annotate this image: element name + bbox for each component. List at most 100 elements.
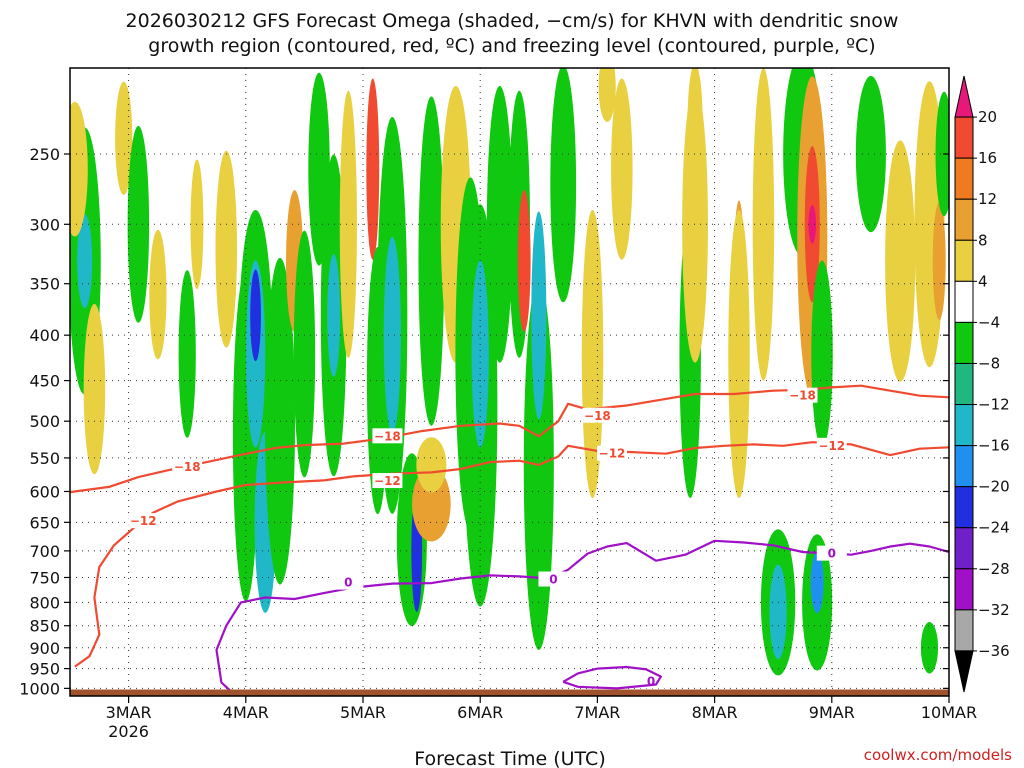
chart-title-line-2: growth region (contoured, red, ºC) and f… — [148, 35, 875, 57]
omega-cell — [855, 75, 886, 233]
omega-cell — [70, 101, 88, 237]
omega-cell — [264, 257, 296, 585]
colorbar-cell — [954, 157, 974, 200]
omega-cell — [752, 68, 775, 381]
omega-cell — [728, 209, 750, 498]
colorbar-cell — [954, 239, 974, 282]
y-tick-label: 600 — [29, 482, 60, 501]
contours: −18 −18 −18 −18 −12 −12 −12 −12 0 0 0 0 — [70, 384, 949, 696]
x-tick-label: 9MAR — [809, 703, 855, 722]
omega-cell — [127, 125, 150, 323]
x-tick-label: 7MAR — [574, 703, 620, 722]
omega-cell — [250, 269, 261, 362]
omega-cell — [687, 68, 703, 180]
y-tick-label: 900 — [29, 639, 60, 658]
contour-line — [562, 665, 662, 690]
contour-label-bg — [636, 673, 667, 689]
omega-cell — [339, 90, 357, 358]
colorbar-label: −20 — [978, 478, 1010, 496]
x-tick-sublabel: 2026 — [108, 722, 149, 741]
colorbar-cell — [954, 527, 974, 570]
omega-cell — [531, 211, 547, 420]
omega-cell — [471, 260, 489, 448]
credit-text: coolwx.com/models — [864, 746, 1012, 764]
omega-cell — [215, 150, 238, 348]
colorbar-label: 20 — [978, 108, 997, 126]
colorbar-label: −32 — [978, 601, 1010, 619]
colorbar-label: −4 — [978, 313, 1000, 331]
omega-cell — [383, 236, 401, 434]
y-tick-label: 1000 — [19, 679, 60, 698]
colorbar: 20 16 12 8 4 −4 −8 −12 −16 −20 −24 −28 −32 −36 — [954, 75, 1010, 693]
contour-label-bg — [372, 428, 403, 444]
colorbar-label: −36 — [978, 642, 1010, 660]
colorbar-label: −24 — [978, 519, 1010, 537]
y-tick-label: 400 — [29, 326, 60, 345]
y-axis-ticks: 250 300 350 400 450 500 550 600 650 700 750 800 850 9… — [19, 145, 949, 698]
colorbar-label: 12 — [978, 190, 997, 208]
contour-label: −18 — [584, 409, 611, 423]
y-tick-label: 500 — [29, 412, 60, 431]
colorbar-label: −8 — [978, 354, 1000, 372]
omega-cell — [293, 230, 316, 478]
omega-cell — [935, 91, 949, 217]
x-tick-label: 4MAR — [223, 703, 269, 722]
y-tick-label: 850 — [29, 617, 60, 636]
x-axis-label: Forecast Time (UTC) — [414, 748, 605, 768]
contour-label-bg — [597, 445, 628, 461]
contour-label-bg — [582, 407, 613, 423]
omega-cell — [178, 270, 196, 438]
omega-cell — [327, 254, 341, 377]
colorbar-label: 4 — [978, 272, 988, 290]
omega-shading — [70, 68, 949, 676]
y-tick-label: 800 — [29, 593, 60, 612]
omega-cell — [149, 229, 167, 360]
contour-label-bg — [787, 387, 818, 403]
omega-cell — [885, 140, 916, 382]
omega-cell — [598, 68, 616, 122]
colorbar-cell — [954, 609, 974, 652]
omega-cell — [550, 68, 577, 303]
omega-cell — [920, 622, 939, 674]
contour-label: 0 — [549, 573, 557, 587]
omega-cell — [682, 85, 708, 363]
ground-band — [70, 689, 949, 696]
colorbar-cell — [954, 75, 974, 118]
x-tick-label: 5MAR — [340, 703, 386, 722]
omega-cell — [115, 81, 133, 195]
colorbar-label: 8 — [978, 231, 988, 249]
plot-frame — [69, 67, 950, 697]
contour-label-bg — [128, 513, 159, 529]
y-tick-label: 250 — [29, 145, 60, 164]
y-tick-label: 450 — [29, 372, 60, 391]
ground-fill — [70, 689, 949, 696]
omega-cell — [418, 96, 445, 426]
contour-label: −18 — [374, 429, 401, 443]
omega-cell — [83, 303, 106, 475]
y-tick-label: 950 — [29, 660, 60, 679]
chart-title-line-1: 2026030212 GFS Forecast Omega (shaded, −… — [126, 10, 899, 32]
colorbar-cell — [954, 650, 974, 693]
contour-label: −18 — [174, 460, 201, 474]
omega-cell — [611, 78, 633, 260]
contour-label: 0 — [647, 674, 655, 688]
omega-cell — [811, 260, 833, 448]
contour-label: −12 — [130, 514, 157, 528]
x-tick-label: 8MAR — [692, 703, 738, 722]
contour-label: −12 — [374, 474, 401, 488]
y-tick-label: 300 — [29, 215, 60, 234]
y-tick-label: 550 — [29, 449, 60, 468]
contour-line — [74, 441, 949, 668]
contour-label: −18 — [789, 389, 816, 403]
omega-cell — [366, 78, 380, 260]
contour-label-bg — [172, 458, 203, 474]
omega-cell — [810, 552, 824, 614]
omega-cell — [486, 85, 513, 363]
contour-label-bg — [816, 437, 847, 453]
colorbar-cell — [954, 404, 974, 447]
contour-label: −12 — [599, 447, 626, 461]
colorbar-label: −28 — [978, 560, 1010, 578]
colorbar-cell — [954, 116, 974, 159]
contour-label-bg — [538, 571, 569, 587]
